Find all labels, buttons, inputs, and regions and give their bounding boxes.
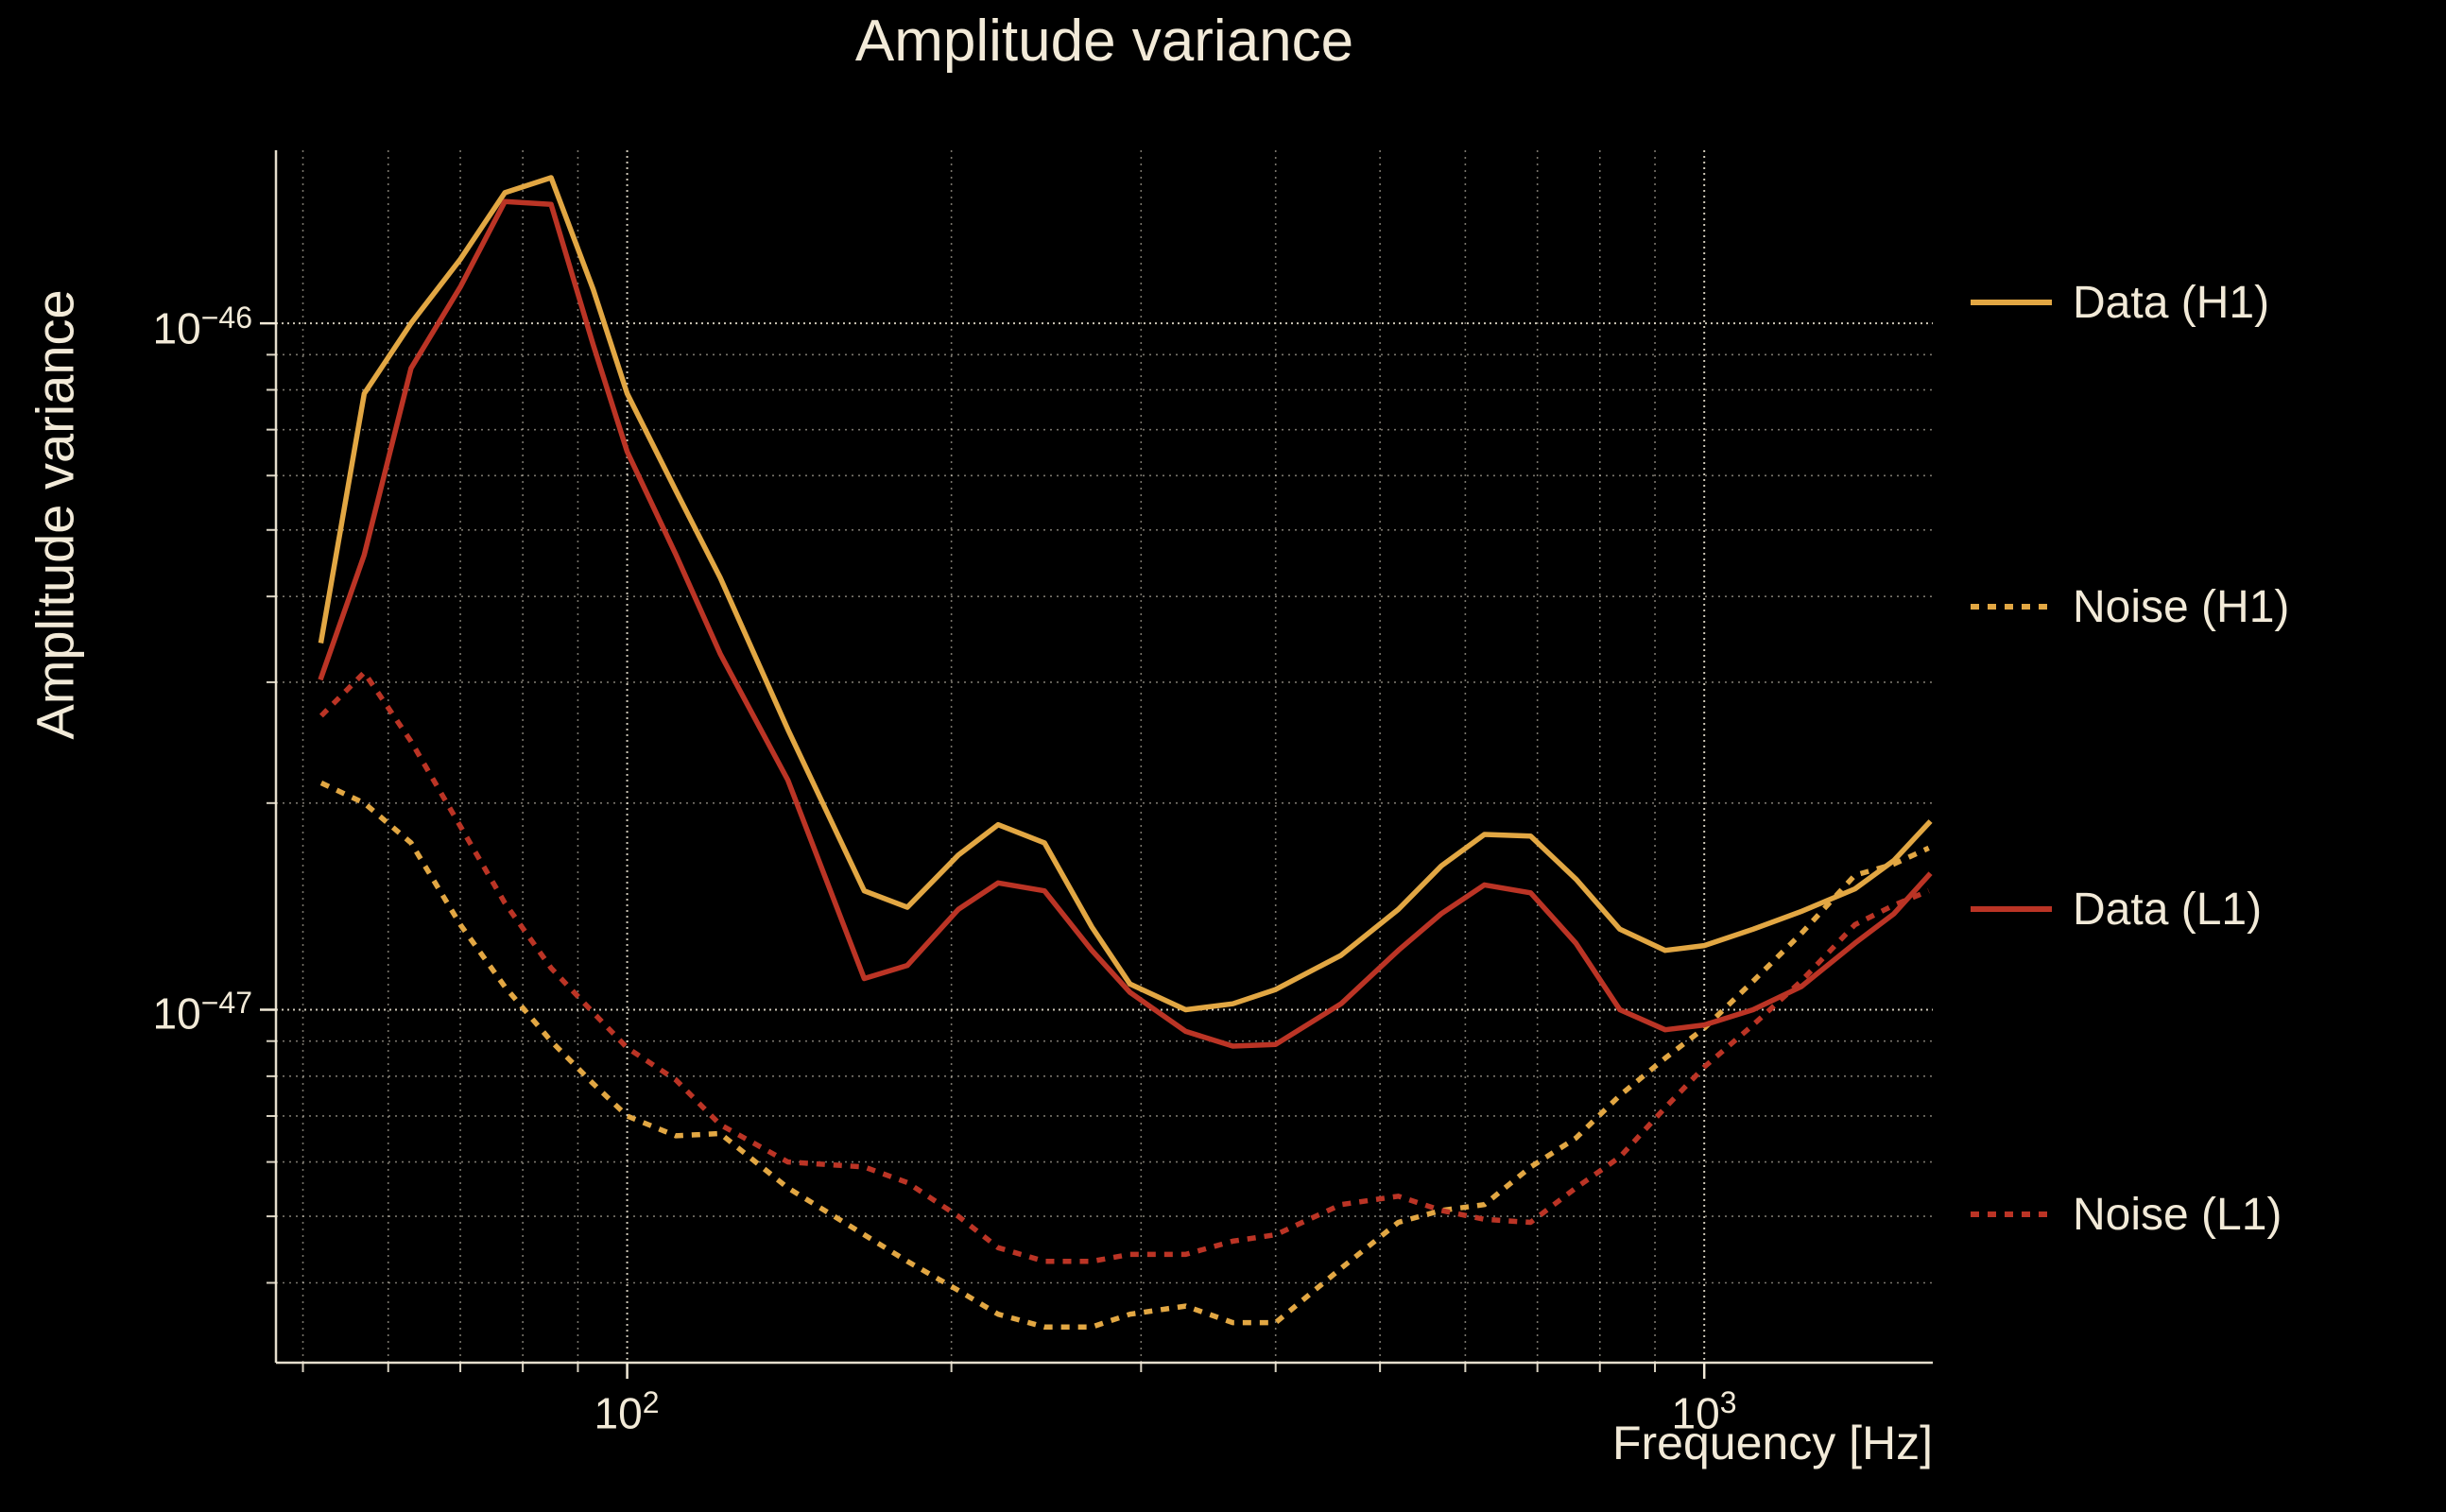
axis-tick-marks — [260, 321, 1706, 1379]
legend-swatch-noise-l1-line — [1971, 1211, 2052, 1217]
legend-label-data-l1: Data (L1) — [2073, 884, 2263, 935]
y-tick-label-1e-46: 10−46 — [152, 301, 252, 353]
axis-spines — [274, 150, 1933, 1365]
legend-item-data-l1: Data (L1) — [1971, 881, 2443, 937]
curve-data-l1- — [318, 198, 1933, 1049]
y-tick-label-1e-47: 10−47 — [152, 986, 252, 1039]
legend-swatch-data-h1-line — [1971, 300, 2052, 305]
curve-data-h1- — [318, 175, 1933, 1013]
legend-item-noise-l1: Noise (L1) — [1971, 1186, 2443, 1243]
legend: Data (H1) Noise (H1) Data (L1) Noise (L1… — [1971, 0, 2446, 1512]
legend-label-noise-h1: Noise (H1) — [2073, 581, 2290, 632]
legend-label-noise-l1: Noise (L1) — [2073, 1189, 2282, 1240]
grid-major-lines — [276, 150, 1933, 1363]
grid-minor-lines — [276, 150, 1933, 1363]
data-curves — [318, 175, 1933, 1330]
x-tick-label-100: 102 — [594, 1385, 660, 1438]
curve-noise-h1- — [319, 781, 1930, 1330]
legend-swatch-noise-h1-line — [1971, 604, 2052, 610]
chart-title: Amplitude variance — [854, 9, 1354, 74]
legend-item-data-h1: Data (H1) — [1971, 274, 2443, 331]
curve-noise-l1- — [319, 669, 1930, 1264]
x-tick-label-1000: 103 — [1671, 1385, 1737, 1438]
legend-swatch-data-l1-line — [1971, 906, 2052, 912]
legend-label-data-h1: Data (H1) — [2073, 277, 2270, 328]
legend-item-noise-h1: Noise (H1) — [1971, 578, 2443, 635]
x-axis-label: Frequency [Hz] — [1611, 1417, 1933, 1469]
